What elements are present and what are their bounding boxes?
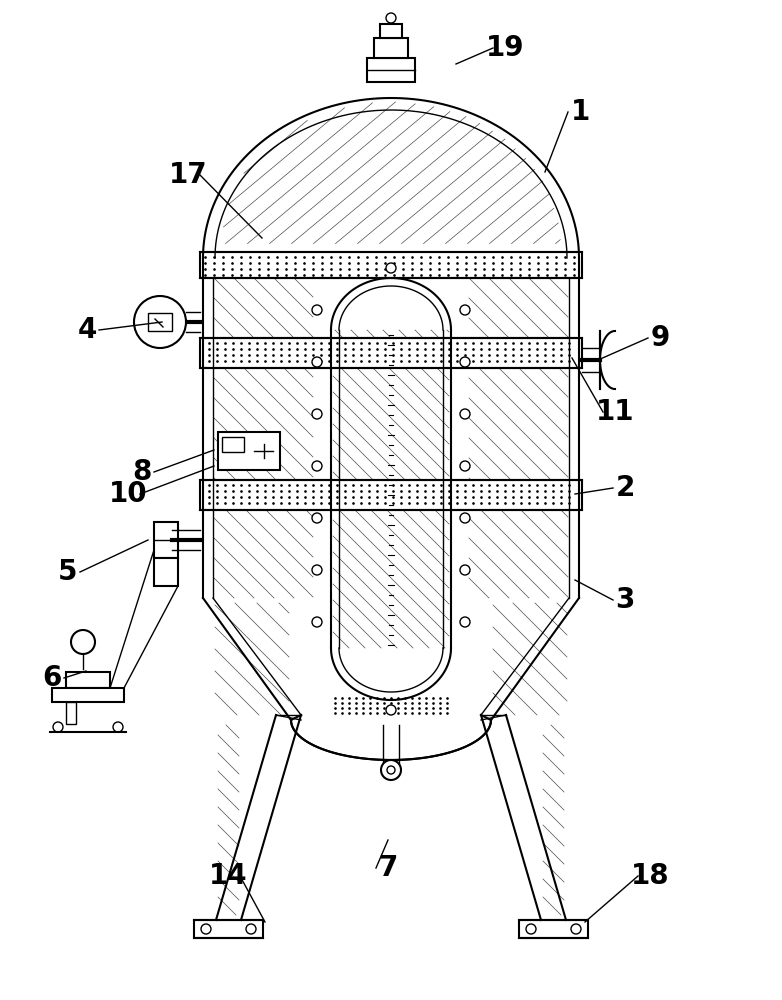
Circle shape (460, 565, 470, 575)
Text: 10: 10 (109, 480, 147, 508)
Circle shape (386, 13, 396, 23)
Bar (52, 688, 124, 702)
Circle shape (460, 513, 470, 523)
Text: 18: 18 (631, 862, 669, 890)
Bar (222, 437, 244, 452)
Bar (66, 672, 110, 688)
Circle shape (387, 766, 395, 774)
Circle shape (134, 296, 186, 348)
Circle shape (312, 305, 322, 315)
Bar (519, 920, 588, 938)
Bar (380, 24, 402, 38)
Text: 3: 3 (615, 586, 635, 614)
Text: 11: 11 (596, 398, 634, 426)
Circle shape (312, 409, 322, 419)
Text: 17: 17 (169, 161, 207, 189)
Bar (200, 338, 582, 368)
Circle shape (460, 357, 470, 367)
Bar (154, 558, 178, 586)
Text: 8: 8 (132, 458, 152, 486)
Circle shape (460, 305, 470, 315)
Circle shape (312, 513, 322, 523)
Text: 14: 14 (209, 862, 247, 890)
Bar (200, 480, 582, 510)
Text: 4: 4 (77, 316, 97, 344)
Circle shape (312, 617, 322, 627)
Circle shape (312, 357, 322, 367)
Text: 6: 6 (42, 664, 62, 692)
Circle shape (386, 263, 396, 273)
Text: 5: 5 (58, 558, 77, 586)
Circle shape (312, 565, 322, 575)
Text: 7: 7 (378, 854, 398, 882)
Bar (367, 58, 415, 82)
Text: 2: 2 (615, 474, 635, 502)
Circle shape (381, 760, 401, 780)
Circle shape (571, 924, 581, 934)
Bar (200, 252, 582, 278)
Circle shape (201, 924, 211, 934)
Circle shape (53, 722, 63, 732)
Bar (194, 920, 263, 938)
Circle shape (460, 409, 470, 419)
Bar (66, 702, 76, 724)
Polygon shape (600, 331, 615, 389)
Circle shape (246, 924, 256, 934)
Circle shape (386, 705, 396, 715)
Bar (154, 522, 178, 558)
Circle shape (460, 461, 470, 471)
Bar (148, 313, 172, 331)
Circle shape (526, 924, 536, 934)
Circle shape (71, 630, 95, 654)
Bar (218, 432, 280, 470)
Text: 19: 19 (486, 34, 524, 62)
Circle shape (460, 617, 470, 627)
Bar (374, 38, 408, 58)
Circle shape (312, 461, 322, 471)
Text: 1: 1 (570, 98, 590, 126)
Circle shape (113, 722, 123, 732)
Text: 9: 9 (651, 324, 669, 352)
